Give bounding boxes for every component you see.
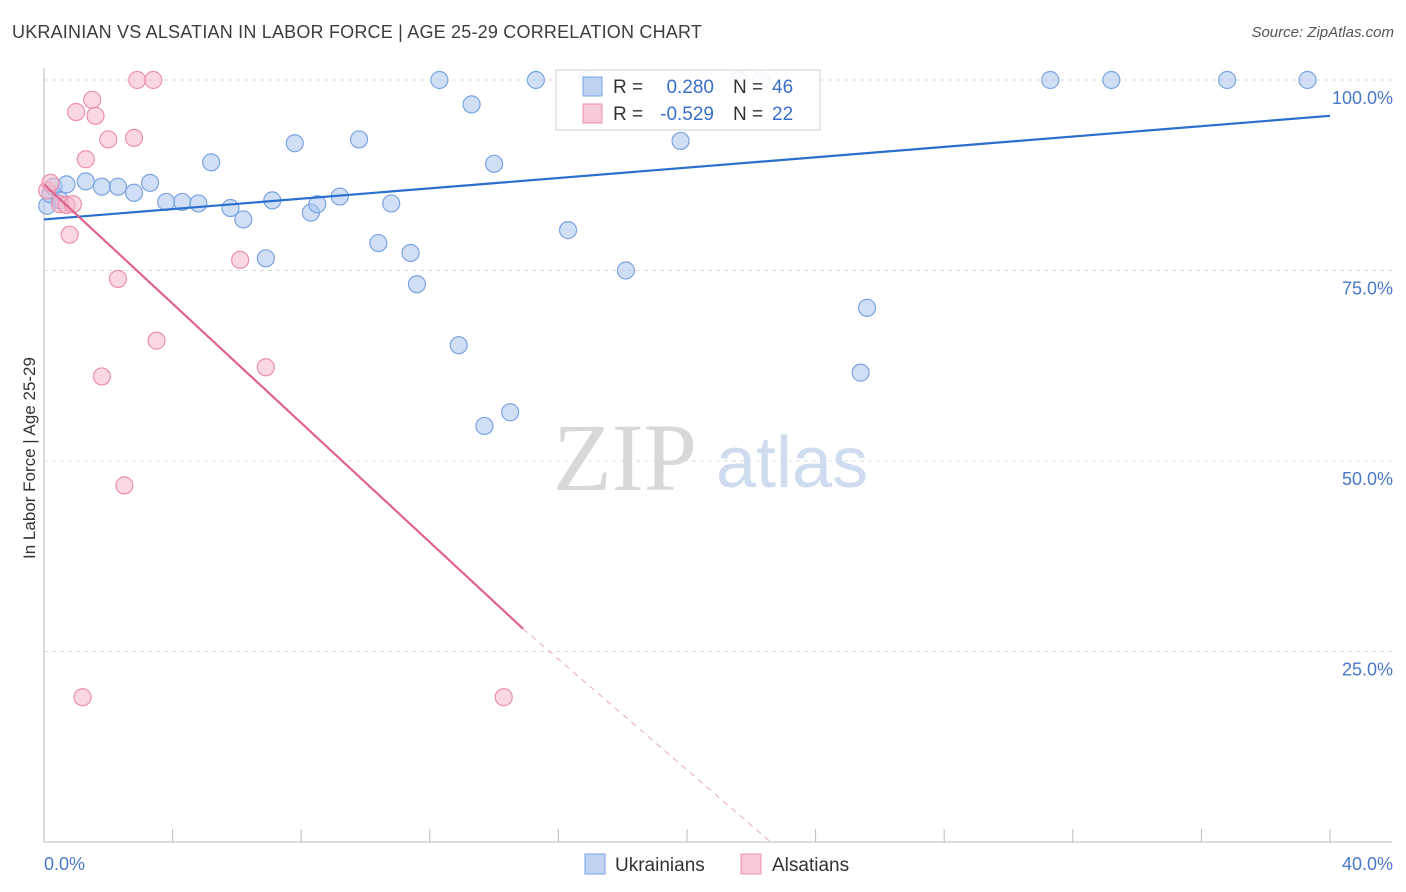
watermark: ZIP atlas xyxy=(553,404,868,511)
y-tick-label-2: 75.0% xyxy=(1342,279,1393,299)
ukrainian-point-9 xyxy=(140,173,160,192)
stats-legend-r-label-0: R = xyxy=(613,77,643,98)
stats-legend-n-value-1: 22 xyxy=(772,104,793,125)
alsatian-point-12 xyxy=(115,476,134,495)
y-tick-labels: 25.0% 50.0% 75.0% 100.0% xyxy=(1332,88,1393,680)
ukrainians-trend-line xyxy=(43,114,1331,221)
watermark-atlas: atlas xyxy=(716,423,868,503)
alsatian-point-18 xyxy=(256,358,275,377)
alsatians-trend-line xyxy=(43,183,524,630)
alsatian-point-14 xyxy=(128,70,147,90)
y-axis-title: In Labor Force | Age 25-29 xyxy=(20,357,39,559)
alsatians-trend-extension xyxy=(522,628,771,843)
ukrainian-point-24 xyxy=(382,194,401,213)
series-legend-label-1: Alsatians xyxy=(772,855,849,876)
watermark-zip: ZIP xyxy=(553,404,697,511)
alsatian-point-19 xyxy=(73,688,92,707)
stats-legend-n-value-0: 46 xyxy=(772,77,793,98)
ukrainian-point-13 xyxy=(202,153,221,172)
ukrainian-point-36 xyxy=(616,261,636,280)
series-legend-swatch-0 xyxy=(584,853,606,875)
alsatian-point-4 xyxy=(60,225,79,244)
ukrainian-point-10 xyxy=(157,192,176,212)
x-tick-label-0: 0.0% xyxy=(44,854,85,874)
alsatian-point-17 xyxy=(231,250,250,269)
alsatian-point-6 xyxy=(76,150,95,169)
ukrainian-point-34 xyxy=(558,221,578,240)
alsatian-point-8 xyxy=(86,106,105,125)
ukrainian-point-26 xyxy=(407,275,427,294)
alsatian-point-9 xyxy=(92,367,111,386)
ukrainian-point-4 xyxy=(57,175,76,194)
gridlines xyxy=(44,79,1392,652)
series-legend: Ukrainians Alsatians xyxy=(584,853,849,876)
stats-legend-swatch-1 xyxy=(582,103,603,124)
ukrainian-point-8 xyxy=(124,183,144,202)
ukrainian-point-32 xyxy=(501,403,520,422)
x-tick-labels: 0.0% 40.0% xyxy=(44,854,1393,874)
ukrainian-point-12 xyxy=(189,194,208,213)
series-legend-label-0: Ukrainians xyxy=(615,855,705,876)
alsatian-point-1 xyxy=(41,173,60,192)
series-legend-swatch-1 xyxy=(740,853,762,875)
alsatian-point-5 xyxy=(67,102,86,122)
alsatian-point-7 xyxy=(83,90,102,109)
ukrainian-point-16 xyxy=(256,249,275,268)
ukrainian-point-28 xyxy=(449,336,468,355)
ukrainian-point-27 xyxy=(430,70,449,90)
ukrainian-point-22 xyxy=(349,130,369,149)
axes xyxy=(43,68,1392,843)
stats-legend-r-value-1: -0.529 xyxy=(660,104,714,125)
ukrainian-point-37 xyxy=(671,131,690,151)
ukrainian-point-25 xyxy=(401,243,420,263)
x-tick-label-1: 40.0% xyxy=(1342,854,1393,874)
series-alsatians-points xyxy=(38,70,513,707)
chart-source: Source: ZipAtlas.com xyxy=(1251,24,1394,41)
ukrainian-point-18 xyxy=(285,134,304,153)
ukrainian-point-40 xyxy=(851,363,870,382)
ukrainian-point-23 xyxy=(369,233,388,253)
ukrainian-point-45 xyxy=(1298,70,1317,90)
ukrainian-point-29 xyxy=(462,95,481,114)
ukrainian-point-20 xyxy=(308,195,327,214)
ukrainian-point-33 xyxy=(526,70,545,90)
stats-legend-n-label-1: N = xyxy=(733,104,763,125)
ukrainian-point-7 xyxy=(108,177,128,196)
ukrainian-point-30 xyxy=(475,416,494,436)
stats-legend: R = 0.280 N = 46 R = -0.529 N = 22 xyxy=(555,69,821,131)
y-tick-label-1: 50.0% xyxy=(1342,469,1393,489)
alsatian-point-13 xyxy=(124,128,144,148)
chart-title: UKRAINIAN VS ALSATIAN IN LABOR FORCE | A… xyxy=(12,22,703,42)
stats-legend-r-value-0: 0.280 xyxy=(666,77,714,98)
alsatian-point-11 xyxy=(108,269,128,288)
y-tick-label-3: 100.0% xyxy=(1332,88,1393,108)
ukrainian-point-42 xyxy=(1041,70,1060,90)
stats-legend-swatch-0 xyxy=(582,76,603,97)
ukrainian-point-44 xyxy=(1218,70,1237,90)
alsatian-point-10 xyxy=(99,130,118,149)
stats-legend-n-label-0: N = xyxy=(733,77,763,98)
ukrainian-point-43 xyxy=(1102,70,1121,90)
alsatian-point-15 xyxy=(144,70,163,90)
ukrainian-point-41 xyxy=(857,298,877,317)
ukrainian-point-6 xyxy=(92,177,111,196)
ukrainian-point-31 xyxy=(485,154,504,173)
ukrainian-point-5 xyxy=(76,172,95,191)
stats-legend-r-label-1: R = xyxy=(613,104,643,125)
alsatian-point-20 xyxy=(494,688,513,707)
trend-layer xyxy=(43,114,1331,843)
points-layer xyxy=(38,70,1317,707)
ukrainian-point-15 xyxy=(234,210,253,229)
y-tick-label-0: 25.0% xyxy=(1342,660,1393,680)
alsatian-point-16 xyxy=(147,331,166,350)
